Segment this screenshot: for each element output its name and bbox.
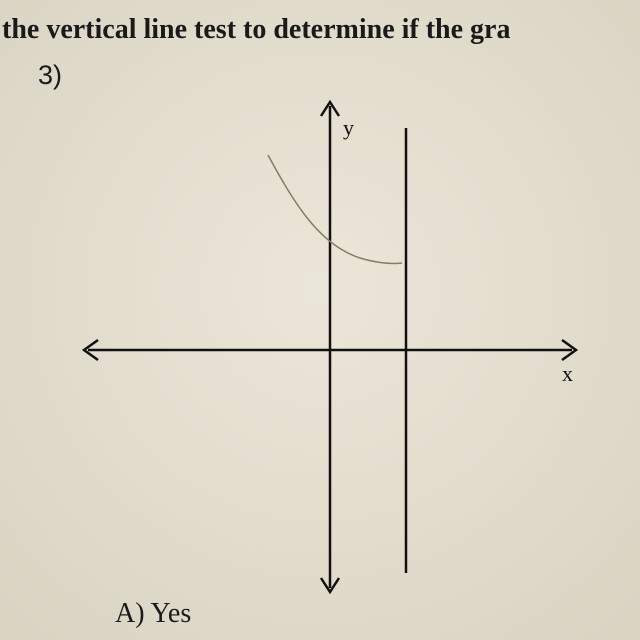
axes: [81, 99, 579, 595]
y-arrow-down: [319, 577, 341, 595]
problem-number: 3): [38, 60, 62, 90]
x-arrow-right: [561, 338, 579, 362]
x-arrow-left: [81, 338, 99, 362]
y-label: y: [343, 115, 354, 140]
choice-a: A) Yes: [115, 598, 191, 629]
x-label: x: [562, 361, 573, 386]
y-arrow-up: [319, 99, 341, 117]
header-text: the vertical line test to determine if t…: [2, 14, 510, 45]
faint-curve: [267, 154, 403, 265]
